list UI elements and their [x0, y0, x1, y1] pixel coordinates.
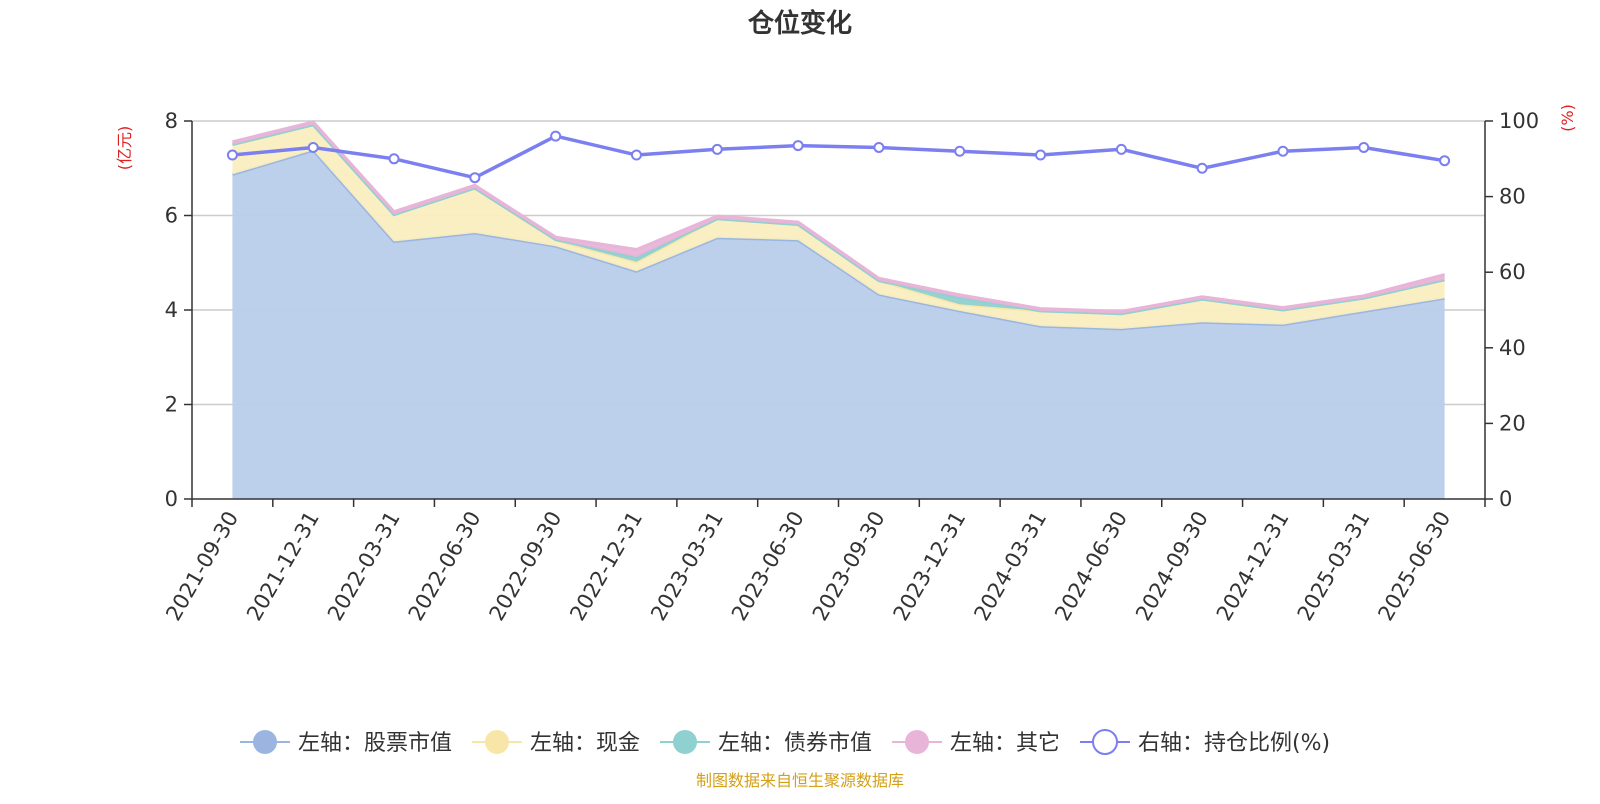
legend-circle-icon — [485, 730, 509, 754]
x-axis-tick-label: 2024-12-31 — [1212, 507, 1294, 625]
x-axis-tick-label: 2024-03-31 — [969, 507, 1051, 625]
legend-hollow-circle-icon — [1092, 729, 1118, 755]
x-axis-tick-label: 2023-03-31 — [646, 507, 728, 625]
legend-item-stock[interactable]: 左轴：股票市值 — [240, 730, 452, 756]
legend-item-ratio[interactable]: 右轴：持仓比例(%) — [1080, 729, 1330, 756]
legend-label: 左轴：现金 — [530, 731, 640, 756]
right-axis-tick-label: 40 — [1499, 336, 1526, 360]
ratio-point — [1115, 143, 1127, 155]
ratio-point — [630, 149, 642, 161]
left-axis-tick-label: 6 — [165, 204, 178, 228]
area-edge-other — [232, 120, 1445, 313]
ratio-point — [792, 140, 804, 152]
chart-title: 仓位变化 — [747, 8, 852, 39]
legend-item-cash[interactable]: 左轴：现金 — [472, 730, 640, 756]
ratio-point — [307, 141, 319, 153]
ratio-line-series — [226, 130, 1451, 184]
ratio-point — [954, 145, 966, 157]
legend-label: 右轴：持仓比例(%) — [1138, 731, 1330, 756]
left-axis-tick-label: 4 — [165, 298, 178, 322]
legend-item-bond[interactable]: 左轴：债券市值 — [660, 730, 872, 756]
right-axis-tick-label: 100 — [1499, 109, 1539, 133]
ratio-point — [1439, 155, 1451, 167]
x-axis-tick-label: 2023-06-30 — [727, 507, 809, 625]
ratio-point — [550, 130, 562, 142]
left-axis-tick-label: 2 — [165, 393, 178, 417]
right-axis-tick-label: 0 — [1499, 487, 1512, 511]
x-axis-tick-label: 2023-09-30 — [808, 507, 890, 625]
right-axis-unit-label: (%) — [1558, 104, 1577, 132]
area-series — [231, 120, 1445, 500]
left-axis-unit-label: (亿元) — [115, 126, 134, 171]
left-axis-tick-label: 8 — [165, 109, 178, 133]
x-axis-tick-label: 2022-06-30 — [404, 507, 486, 625]
x-axis-tick-label: 2025-03-31 — [1293, 507, 1375, 625]
right-axis-tick-label: 60 — [1499, 260, 1526, 284]
x-axis-tick-label: 2023-12-31 — [889, 507, 971, 625]
x-axis-tick-label: 2024-06-30 — [1050, 507, 1132, 625]
x-axis-tick-label: 2024-09-30 — [1131, 507, 1213, 625]
legend-label: 左轴：其它 — [950, 731, 1060, 756]
legend-label: 左轴：债券市值 — [718, 731, 872, 756]
ratio-point — [469, 172, 481, 184]
ratio-point — [1358, 141, 1370, 153]
ratio-point — [388, 153, 400, 165]
ratio-point — [226, 149, 238, 161]
x-axis-tick-label: 2021-09-30 — [161, 507, 243, 625]
ratio-point — [1196, 162, 1208, 174]
ratio-point — [873, 141, 885, 153]
legend-circle-icon — [905, 730, 929, 754]
ratio-line — [232, 134, 1445, 180]
x-axis-tick-label: 2025-06-30 — [1373, 507, 1455, 625]
legend-circle-icon — [673, 730, 697, 754]
legend-circle-icon — [253, 730, 277, 754]
area-cash — [232, 124, 1445, 329]
area-stock — [232, 150, 1445, 500]
ratio-point — [1277, 145, 1289, 157]
right-axis-tick-label: 80 — [1499, 185, 1526, 209]
legend-label: 左轴：股票市值 — [298, 731, 452, 756]
x-axis-tick-label: 2021-12-31 — [242, 507, 324, 625]
chart-legend[interactable]: 左轴：股票市值 左轴：现金 左轴：债券市值 左轴：其它 右轴：持仓比例(%) — [240, 729, 1330, 756]
ratio-point — [1035, 149, 1047, 161]
right-axis-tick-label: 20 — [1499, 411, 1526, 435]
x-axis-tick-label: 2022-09-30 — [485, 507, 567, 625]
x-axis-tick-label: 2022-12-31 — [565, 507, 647, 625]
data-source-note: 制图数据来自恒生聚源数据库 — [696, 771, 904, 790]
left-axis-tick-label: 0 — [165, 487, 178, 511]
legend-item-other[interactable]: 左轴：其它 — [892, 730, 1060, 756]
ratio-point — [711, 143, 723, 155]
x-axis-tick-label: 2022-03-31 — [323, 507, 405, 625]
